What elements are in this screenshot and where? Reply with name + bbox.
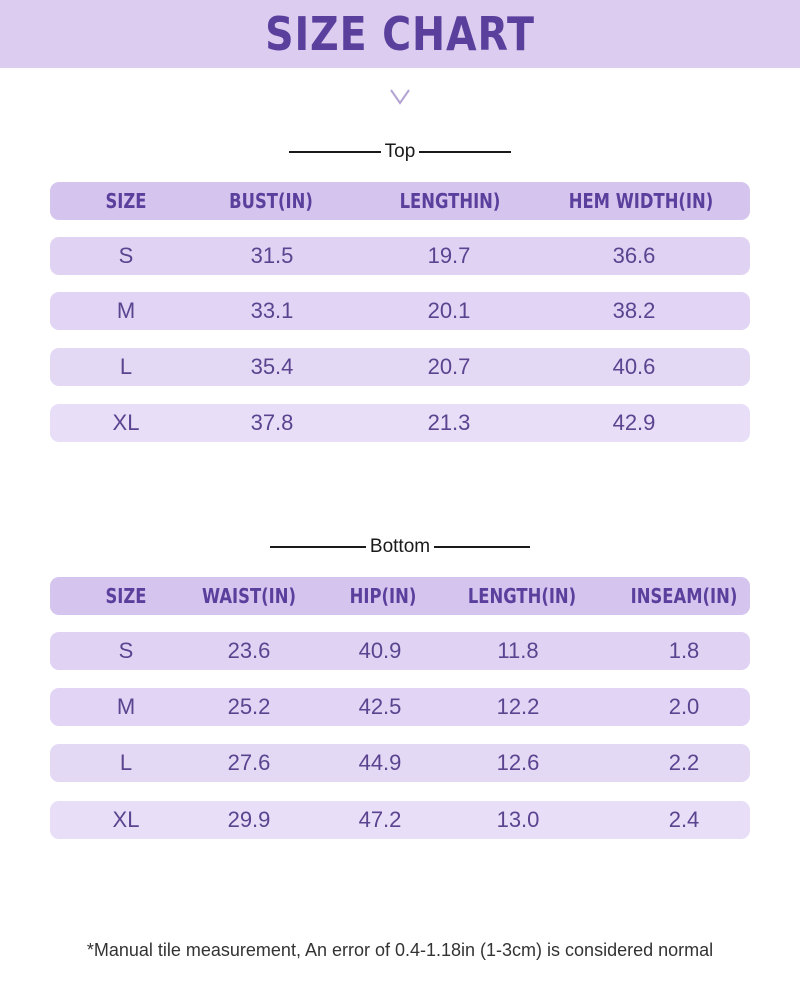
table-row: L 27.6 44.9 12.6 2.2	[50, 744, 750, 782]
top-label-text: Top	[384, 141, 416, 162]
label-divider	[419, 151, 512, 153]
size-cell: M	[116, 298, 136, 323]
size-cell: S	[118, 638, 134, 663]
size-cell: L	[119, 354, 133, 379]
header-cell: BUST(IN)	[229, 189, 313, 213]
bottom-section-label: Bottom	[0, 535, 800, 559]
value-cell: 38.2	[612, 298, 656, 323]
value-cell: 40.9	[358, 638, 402, 663]
value-cell: 44.9	[358, 750, 402, 775]
top-table-header: SIZE BUST(IN) LENGTHIN) HEM WIDTH(IN)	[50, 182, 750, 220]
value-cell: 13.0	[496, 807, 540, 832]
value-cell: 33.1	[250, 298, 294, 323]
table-row: XL 29.9 47.2 13.0 2.4	[50, 801, 750, 839]
value-cell: 12.2	[496, 694, 540, 719]
value-cell: 2.4	[668, 807, 700, 832]
value-cell: 19.7	[427, 243, 471, 268]
label-divider	[269, 546, 366, 548]
header-cell: HIP(IN)	[349, 584, 417, 608]
header-cell: SIZE	[105, 189, 147, 213]
value-cell: 2.2	[668, 750, 700, 775]
value-cell: 29.9	[227, 807, 271, 832]
header-cell: WAIST(IN)	[202, 584, 296, 608]
bottom-label-text: Bottom	[369, 536, 431, 557]
table-row: S 31.5 19.7 36.6	[50, 237, 750, 275]
table-row: XL 37.8 21.3 42.9	[50, 404, 750, 442]
title-banner	[0, 0, 800, 68]
label-divider	[434, 546, 531, 548]
table-row: M 25.2 42.5 12.2 2.0	[50, 688, 750, 726]
value-cell: 12.6	[496, 750, 540, 775]
value-cell: 2.0	[668, 694, 700, 719]
value-cell: 35.4	[250, 354, 294, 379]
header-cell: LENGTH(IN)	[467, 584, 577, 608]
header-cell: SIZE	[105, 584, 147, 608]
table-row: S 23.6 40.9 11.8 1.8	[50, 632, 750, 670]
table-row: M 33.1 20.1 38.2	[50, 292, 750, 330]
size-cell: M	[116, 694, 136, 719]
page-title: SIZE CHART	[265, 7, 535, 61]
value-cell: 25.2	[227, 694, 271, 719]
table-row: L 35.4 20.7 40.6	[50, 348, 750, 386]
value-cell: 42.9	[612, 410, 656, 435]
header-cell: HEM WIDTH(IN)	[568, 189, 714, 213]
value-cell: 37.8	[250, 410, 294, 435]
value-cell: 40.6	[612, 354, 656, 379]
value-cell: 21.3	[427, 410, 471, 435]
label-divider	[288, 151, 381, 153]
value-cell: 1.8	[668, 638, 700, 663]
value-cell: 36.6	[612, 243, 656, 268]
size-cell: S	[118, 243, 134, 268]
value-cell: 23.6	[227, 638, 271, 663]
header-cell: LENGTHIN)	[399, 189, 501, 213]
bottom-table-header: SIZE WAIST(IN) HIP(IN) LENGTH(IN) INSEAM…	[50, 577, 750, 615]
value-cell: 31.5	[250, 243, 294, 268]
value-cell: 27.6	[227, 750, 271, 775]
value-cell: 42.5	[358, 694, 402, 719]
value-cell: 47.2	[358, 807, 402, 832]
top-section-label: Top	[0, 140, 800, 164]
value-cell: 20.7	[427, 354, 471, 379]
size-cell: XL	[112, 807, 140, 832]
measurement-footnote: *Manual tile measurement, An error of 0.…	[86, 940, 714, 960]
value-cell: 11.8	[497, 638, 539, 663]
value-cell: 20.1	[427, 298, 471, 323]
chevron-down-icon	[390, 89, 410, 105]
size-cell: XL	[112, 410, 140, 435]
size-cell: L	[119, 750, 133, 775]
header-cell: INSEAM(IN)	[630, 584, 738, 608]
